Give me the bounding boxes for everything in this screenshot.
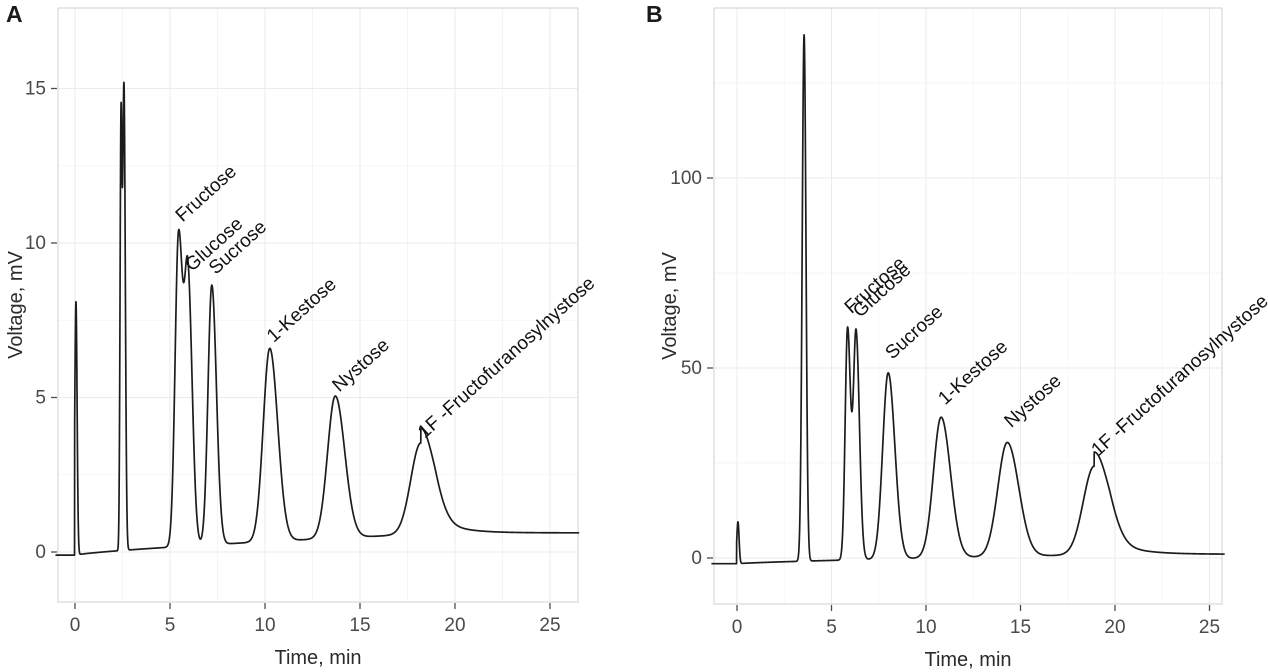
x-tick-label: 0: [70, 615, 81, 636]
chromatogram-trace: [711, 34, 1225, 565]
y-axis-title: Voltage, mV: [659, 251, 681, 360]
plot-background: [58, 8, 578, 602]
x-tick-label: 5: [826, 617, 837, 638]
y-tick-label: 50: [681, 358, 702, 379]
panel-b: B 0 5 10 15 20 25 0 50 100 Time, min Voltage, mV Fr…: [634, 0, 1268, 672]
y-tick-label: 10: [25, 233, 46, 254]
x-tick-label: 10: [915, 617, 936, 638]
y-tick-label: 5: [35, 388, 46, 409]
plot-panel-border: [57, 7, 579, 603]
panel-b-letter: B: [646, 1, 664, 27]
y-tick-label: 100: [670, 168, 702, 189]
x-tick-label: 25: [1199, 617, 1220, 638]
x-axis-title: Time, min: [924, 649, 1011, 671]
y-axis-title: Voltage, mV: [5, 250, 27, 359]
x-tick-label: 20: [1104, 617, 1125, 638]
plot-background: [714, 8, 1222, 604]
x-tick-label: 15: [1010, 617, 1031, 638]
x-tick-label: 20: [444, 615, 465, 636]
panel-a-letter: A: [6, 1, 24, 27]
y-tick-label: 0: [35, 542, 46, 563]
y-tick-label: 15: [25, 79, 46, 100]
chromatogram-trace: [55, 81, 580, 556]
x-tick-label: 25: [539, 615, 560, 636]
x-tick-label: 15: [349, 615, 370, 636]
plot-panel-border: [713, 7, 1223, 605]
x-tick-label: 0: [732, 617, 743, 638]
panel-a: A 0 5 10 15 20 25 0 5 10 15 Time, min Voltage, mV Fr…: [5, 1, 599, 670]
y-tick-label: 0: [691, 548, 702, 569]
x-tick-label: 10: [254, 615, 275, 636]
x-axis-title: Time, min: [274, 647, 361, 669]
x-tick-label: 5: [165, 615, 176, 636]
